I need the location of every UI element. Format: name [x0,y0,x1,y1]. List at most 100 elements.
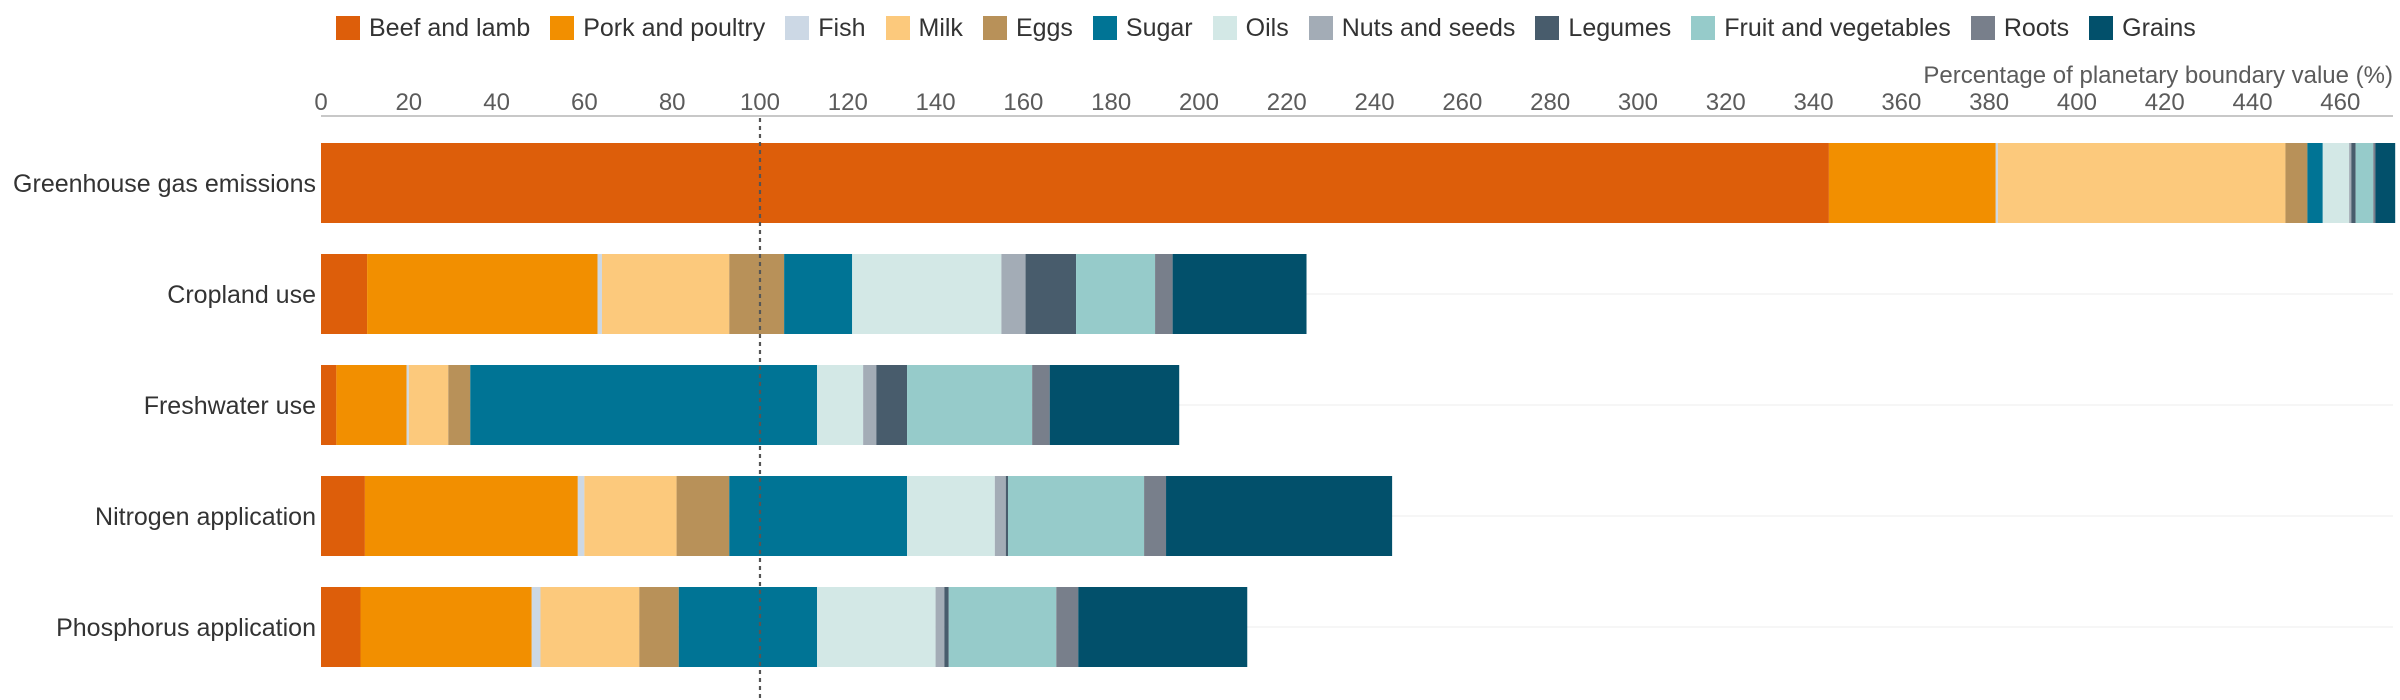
bar-cropland-use-legumes [1025,254,1077,334]
bar-phosphorus-application-grains [1078,587,1248,667]
legend-item-fruit-and-vegetables: Fruit and vegetables [1691,14,1951,43]
legend-label-eggs: Eggs [1015,13,1073,42]
bar-phosphorus-application-roots [1056,587,1079,667]
bar-nitrogen-application-pork-and-poultry [364,476,578,556]
bar-cropland-use-nuts-and-seeds [1001,254,1026,334]
legend-label-oils: Oils [1245,13,1289,42]
legend-swatch-sugar [1092,16,1117,40]
x-tick-label: 160 [1003,89,1043,116]
bar-phosphorus-application-beef-and-lamb [321,587,361,667]
x-tick-label: 340 [1794,89,1834,116]
bar-phosphorus-application-fruit-and-vegetables [948,587,1057,667]
bar-greenhouse-gas-emissions-eggs [2285,143,2308,223]
bar-phosphorus-application-fish [531,587,541,667]
bar-greenhouse-gas-emissions-roots [2373,143,2376,223]
legend-label-roots: Roots [2003,13,2070,42]
bar-greenhouse-gas-emissions-oils [2322,143,2350,223]
bar-cropland-use-oils [852,254,1002,334]
legend-label-sugar: Sugar [1125,13,1193,42]
legend-item-eggs: Eggs [982,13,1073,43]
x-tick-label: 260 [1442,89,1482,116]
bar-phosphorus-application-milk [540,587,640,667]
x-tick-label: 20 [395,89,422,116]
legend-label-fruit-and-vegetables: Fruit and vegetables [1724,13,1951,42]
legend-item-oils: Oils [1212,13,1289,43]
bar-phosphorus-application-pork-and-poultry [360,587,532,667]
bar-cropland-use-fruit-and-vegetables [1076,254,1156,334]
legend-swatch-pork-and-poultry [550,16,575,40]
legend-label-nuts-and-seeds: Nuts and seeds [1341,13,1516,42]
legend-swatch-eggs [982,16,1007,40]
legend-label-milk: Milk [918,13,963,42]
x-axis-title: Percentage of planetary boundary value (… [1923,62,2393,89]
legend-swatch-roots [1970,16,1995,40]
bar-nitrogen-application-beef-and-lamb [321,476,365,556]
bar-cropland-use-roots [1155,254,1173,334]
axis-layer: 0 20 40 60 80 100 120 140 160 180 200 220 240 260 280 3… [314,62,2393,117]
bar-freshwater-use-sugar [470,365,818,445]
x-tick-label: 40 [483,89,510,116]
legend-swatch-legumes [1535,16,1560,40]
x-tick-label: 440 [2233,89,2273,116]
legend-label-pork-and-poultry: Pork and poultry [583,13,766,42]
bar-freshwater-use-milk [408,365,449,445]
label-layer: Greenhouse gas emissions Cropland use Fres… [13,118,762,700]
bar-freshwater-use-pork-and-poultry [336,365,407,445]
legend-swatch-nuts-and-seeds [1308,16,1333,40]
category-label-greenhouse-gas-emissions: Greenhouse gas emissions [13,170,316,198]
legend-swatch-fruit-and-vegetables [1691,16,1716,40]
x-tick-label: 100 [740,89,780,116]
category-label-cropland-use: Cropland use [167,281,316,309]
bar-freshwater-use-legumes [876,365,908,445]
bar-greenhouse-gas-emissions-legumes [2351,143,2356,223]
legend-swatch-milk [885,16,910,40]
legend-swatch-beef-and-lamb [336,16,360,40]
bar-nitrogen-application-nuts-and-seeds [994,476,1006,556]
bar-nitrogen-application-legumes [1005,476,1009,556]
bar-nitrogen-application-sugar [729,476,908,556]
bar-nitrogen-application-fruit-and-vegetables [1008,476,1145,556]
bar-greenhouse-gas-emissions-nuts-and-seeds [2349,143,2352,223]
bar-nitrogen-application-grains [1166,476,1393,556]
bar-nitrogen-application-roots [1144,476,1167,556]
bar-freshwater-use-fish [406,365,409,445]
legend-label-beef-and-lamb: Beef and lamb [369,13,531,42]
legend-item-pork-and-poultry: Pork and poultry [550,14,765,43]
bar-cropland-use-pork-and-poultry [367,254,598,334]
bar-freshwater-use-fruit-and-vegetables [907,365,1033,445]
x-tick-label: 140 [916,89,956,116]
x-tick-label: 0 [314,89,327,116]
bar-nitrogen-application-oils [907,476,995,556]
legend-label-legumes: Legumes [1568,13,1672,42]
legend-item-sugar: Sugar [1092,13,1193,43]
bar-cropland-use-milk [601,254,730,334]
category-label-freshwater-use: Freshwater use [144,392,316,420]
x-tick-label: 60 [571,89,598,116]
legend-item-fish: Fish [785,14,866,43]
legend-item-grains: Grains [2089,14,2196,43]
legend-swatch-fish [785,16,810,40]
legend-label-grains: Grains [2122,13,2196,42]
legend-swatch-oils [1212,16,1237,40]
bar-greenhouse-gas-emissions-milk [1997,143,2286,223]
x-tick-label: 200 [1179,89,1219,116]
bar-cropland-use-sugar [784,254,853,334]
legend-item-milk: Milk [885,13,963,43]
bar-cropland-use-grains [1172,254,1307,334]
x-tick-label: 460 [2320,89,2360,116]
bar-greenhouse-gas-emissions-grains [2375,143,2396,223]
bar-nitrogen-application-fish [577,476,585,556]
x-tick-label: 220 [1267,89,1307,116]
x-tick-label: 180 [1091,89,1131,116]
bar-greenhouse-gas-emissions-pork-and-poultry [1828,143,1996,223]
legend-item-legumes: Legumes [1535,14,1671,43]
bar-freshwater-use-nuts-and-seeds [863,365,877,445]
bar-phosphorus-application-nuts-and-seeds [935,587,945,667]
bar-freshwater-use-eggs [448,365,471,445]
x-tick-label: 300 [1618,89,1658,116]
bars-layer [321,143,2396,667]
bar-freshwater-use-roots [1032,365,1050,445]
legend-item-roots: Roots [1970,13,2070,43]
bar-cropland-use-eggs [729,254,785,334]
